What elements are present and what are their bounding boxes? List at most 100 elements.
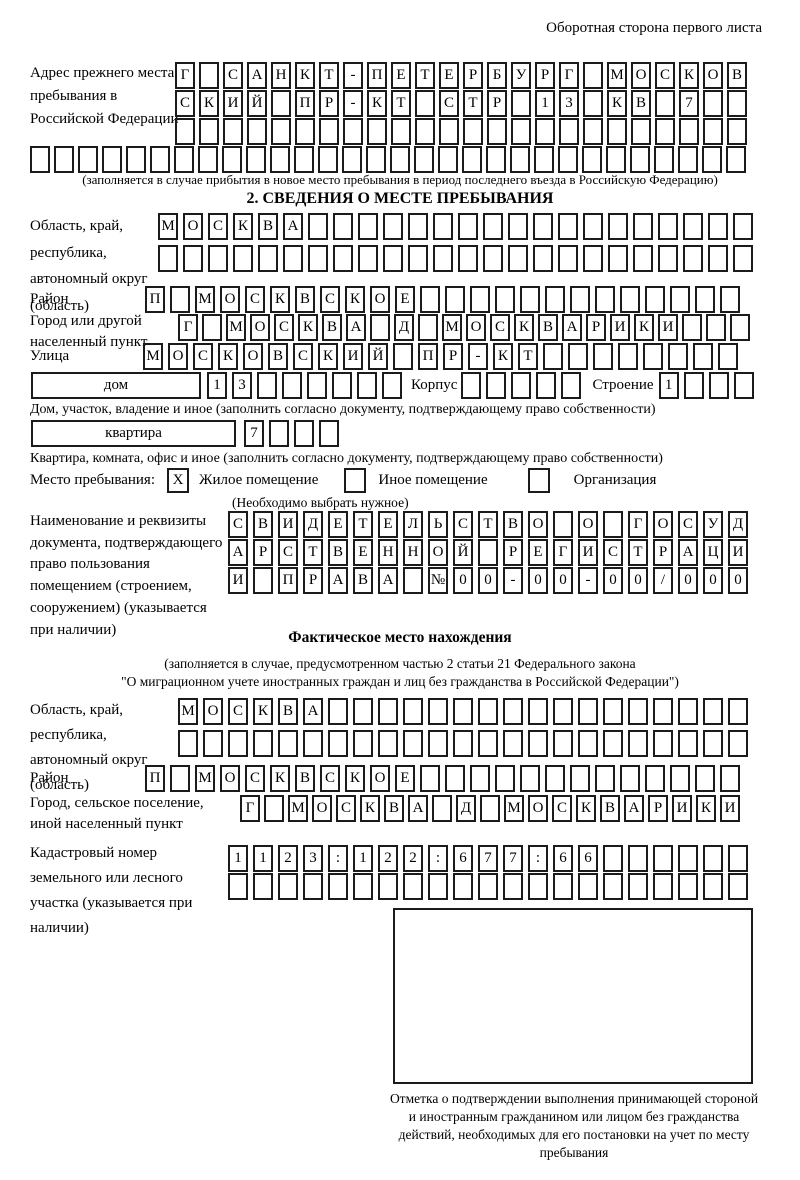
char-box bbox=[462, 146, 482, 173]
char-box: И bbox=[278, 511, 298, 538]
cadastral-row-2 bbox=[228, 873, 748, 900]
char-box bbox=[247, 118, 267, 145]
char-box: С bbox=[175, 90, 195, 117]
char-box: В bbox=[295, 765, 315, 792]
char-box: Е bbox=[328, 511, 348, 538]
actual-note-2: "О миграционном учете иностранных гражда… bbox=[121, 674, 679, 689]
char-box bbox=[458, 213, 478, 240]
char-box bbox=[583, 90, 603, 117]
char-box bbox=[175, 118, 195, 145]
char-box: Е bbox=[528, 539, 548, 566]
char-box: С bbox=[336, 795, 356, 822]
char-box: 0 bbox=[728, 567, 748, 594]
char-box bbox=[730, 314, 750, 341]
char-box: А bbox=[328, 567, 348, 594]
district-label: Район bbox=[30, 291, 69, 307]
char-box bbox=[483, 213, 503, 240]
char-box: М bbox=[288, 795, 308, 822]
char-box: Г bbox=[628, 511, 648, 538]
char-box bbox=[603, 845, 623, 872]
char-box: С bbox=[208, 213, 228, 240]
char-box bbox=[543, 343, 563, 370]
char-box bbox=[508, 213, 528, 240]
house-type-box: дом bbox=[31, 372, 201, 399]
char-box: А bbox=[678, 539, 698, 566]
checkbox-organizaciya bbox=[527, 468, 550, 493]
char-box: : bbox=[428, 845, 448, 872]
char-box bbox=[358, 245, 378, 272]
char-box: И bbox=[343, 343, 363, 370]
char-box bbox=[533, 245, 553, 272]
char-box bbox=[269, 420, 289, 447]
char-box bbox=[258, 245, 278, 272]
char-box: 0 bbox=[628, 567, 648, 594]
stay-type-label: Место пребывания: bbox=[30, 472, 155, 488]
char-box: - bbox=[343, 62, 363, 89]
char-box: 6 bbox=[553, 845, 573, 872]
char-box bbox=[102, 146, 122, 173]
char-box bbox=[432, 795, 452, 822]
char-box bbox=[536, 372, 557, 399]
char-box: А bbox=[408, 795, 428, 822]
char-box: Т bbox=[319, 62, 339, 89]
char-box bbox=[510, 146, 530, 173]
char-box bbox=[545, 286, 565, 313]
char-box bbox=[278, 873, 298, 900]
char-box bbox=[608, 245, 628, 272]
char-box bbox=[382, 372, 402, 399]
char-box bbox=[303, 873, 323, 900]
char-box: Г bbox=[175, 62, 195, 89]
checkbox-zhiloe: X bbox=[167, 468, 189, 493]
cadastral-label: Кадастровый номер земельного или лесного… bbox=[30, 845, 193, 936]
char-box: К bbox=[493, 343, 513, 370]
char-box: В bbox=[600, 795, 620, 822]
char-box bbox=[553, 511, 573, 538]
char-box bbox=[438, 146, 458, 173]
char-box bbox=[199, 118, 219, 145]
char-box bbox=[453, 730, 473, 757]
char-box bbox=[670, 765, 690, 792]
city-label: Город или другой населенный пункт bbox=[30, 313, 148, 350]
char-box: К bbox=[679, 62, 699, 89]
char-box: А bbox=[562, 314, 582, 341]
char-box bbox=[628, 873, 648, 900]
char-box bbox=[480, 795, 500, 822]
char-box: О bbox=[168, 343, 188, 370]
char-box bbox=[403, 873, 423, 900]
char-box: О bbox=[220, 286, 240, 313]
char-box bbox=[628, 698, 648, 725]
actual-title: Фактическое место нахождения bbox=[288, 629, 512, 646]
char-box bbox=[606, 146, 626, 173]
char-box bbox=[30, 146, 50, 173]
char-box bbox=[728, 698, 748, 725]
char-box: К bbox=[270, 765, 290, 792]
char-box bbox=[295, 118, 315, 145]
char-box: Г bbox=[240, 795, 260, 822]
char-box bbox=[414, 146, 434, 173]
char-box bbox=[391, 118, 411, 145]
char-box bbox=[728, 845, 748, 872]
char-box: С bbox=[223, 62, 243, 89]
char-box: М bbox=[158, 213, 178, 240]
char-box bbox=[631, 118, 651, 145]
char-box: К bbox=[634, 314, 654, 341]
char-box bbox=[653, 698, 673, 725]
actual-district-label: Район bbox=[30, 770, 69, 786]
char-box bbox=[583, 245, 603, 272]
char-box bbox=[319, 118, 339, 145]
char-box: Р bbox=[303, 567, 323, 594]
char-box: К bbox=[576, 795, 596, 822]
char-box: К bbox=[253, 698, 273, 725]
char-box bbox=[246, 146, 266, 173]
char-box bbox=[628, 845, 648, 872]
char-box bbox=[720, 765, 740, 792]
char-box: В bbox=[353, 567, 373, 594]
char-box: К bbox=[514, 314, 534, 341]
prev-address-row-4 bbox=[30, 146, 746, 173]
char-box bbox=[283, 245, 303, 272]
char-box bbox=[655, 90, 675, 117]
